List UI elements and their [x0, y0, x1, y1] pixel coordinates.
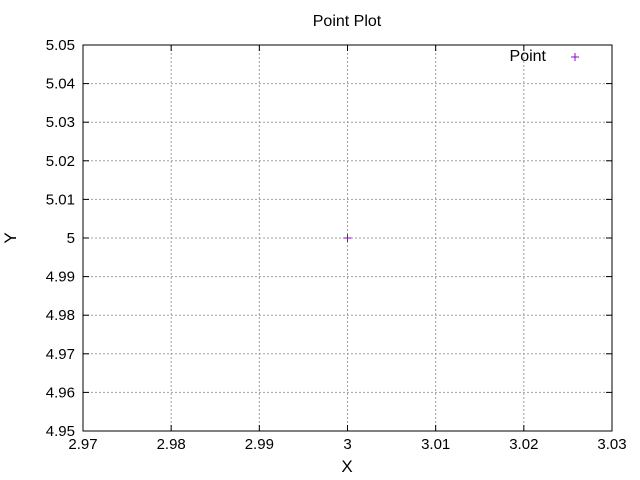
- x-tick-label: 2.97: [68, 436, 97, 453]
- y-tick-label: 4.99: [46, 269, 75, 286]
- y-tick-label: 4.96: [46, 384, 75, 401]
- y-tick-label: 5.04: [46, 76, 75, 93]
- legend-label: Point: [510, 48, 547, 65]
- y-tick-label: 4.95: [46, 423, 75, 440]
- legend-marker: [571, 53, 579, 61]
- x-tick-label: 3.03: [597, 436, 626, 453]
- axis-ticks: 2.97 2.98 2.99 3 3.01 3.02 3.03 4.95 4.96 4.97 4.9…: [46, 37, 627, 453]
- x-tick-label: 2.99: [245, 436, 274, 453]
- y-tick-label: 5: [67, 230, 75, 247]
- grid: [83, 45, 612, 431]
- data-point: [343, 234, 352, 242]
- y-tick-label: 5.01: [46, 191, 75, 208]
- x-tick-label: 3.01: [421, 436, 450, 453]
- y-tick-label: 4.98: [46, 307, 75, 324]
- y-tick-label: 4.97: [46, 346, 75, 363]
- legend: Point: [510, 48, 579, 65]
- data-marks: [343, 234, 352, 242]
- x-tick-label: 3: [343, 436, 351, 453]
- x-tick-label: 2.98: [157, 436, 186, 453]
- chart-title: Point Plot: [313, 13, 382, 30]
- x-axis-title: X: [341, 457, 352, 476]
- y-tick-label: 5.05: [46, 37, 75, 54]
- y-axis-title: Y: [1, 232, 20, 243]
- y-tick-label: 5.02: [46, 153, 75, 170]
- y-tick-label: 5.03: [46, 114, 75, 131]
- x-tick-label: 3.02: [509, 436, 538, 453]
